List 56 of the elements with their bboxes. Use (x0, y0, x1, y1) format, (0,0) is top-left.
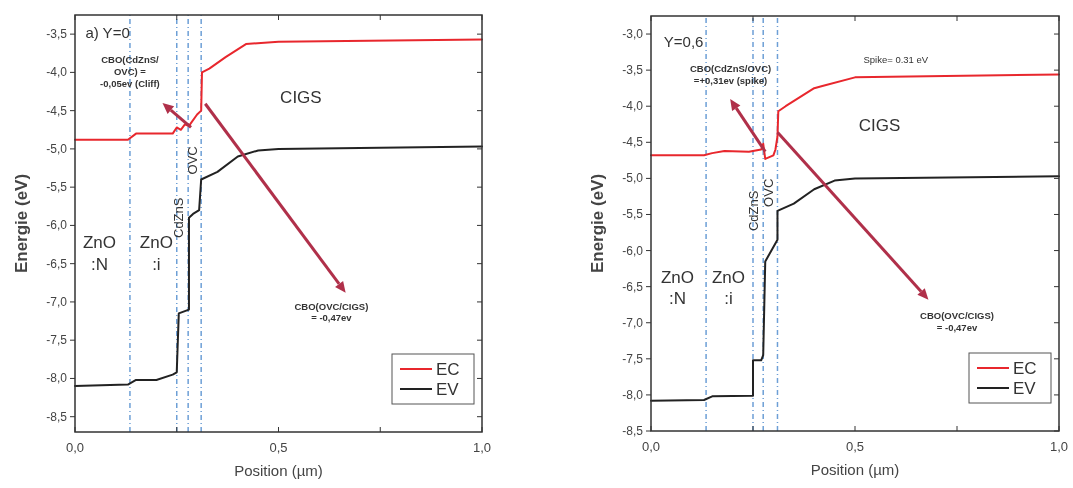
annotation: CBO(CdZnS/OVC) =+0,31ev (spike) (689, 63, 772, 87)
y-tick-label: -8,5 (46, 409, 68, 424)
y-tick-label: -6,0 (622, 243, 644, 258)
annotation: CBO(CdZnS/ OVC) = -0,05ev (Cliff) (100, 54, 160, 89)
y-tick-label: -7,0 (622, 315, 644, 330)
y-tick-label: -6,0 (46, 218, 68, 233)
legend-label: EC (1013, 359, 1037, 378)
y-tick-label: -5,5 (622, 207, 644, 222)
x-tick-label: 0,5 (845, 439, 865, 454)
y-tick-label: -8,0 (622, 387, 644, 402)
y-tick-label: -5,0 (46, 141, 68, 156)
x-tick-label: 1,0 (1049, 439, 1069, 454)
annotation: ZnO :N (82, 233, 116, 274)
annotation: CBO(OVC/CIGS) = -0,47ev (920, 310, 994, 334)
legend-label: EC (436, 360, 460, 379)
x-axis-title: Position (µm) (234, 462, 323, 479)
y-tick-label: -6,5 (46, 256, 68, 271)
x-tick-label: 0,0 (641, 439, 661, 454)
x-tick-label: 0,5 (269, 440, 288, 455)
y-axis-title: Energie (eV) (588, 173, 607, 274)
annotation: ZnO :N (660, 268, 695, 309)
x-tick-label: 0,0 (65, 440, 85, 455)
legend-label: EV (1013, 379, 1037, 398)
y-tick-label: -7,5 (622, 351, 644, 366)
annotation: CIGS (280, 87, 322, 107)
annotation: CdZnS (171, 197, 187, 238)
annotation: ZnO :i (711, 268, 746, 309)
annotation: CdZnS (745, 190, 761, 232)
y-tick-label: -4,5 (46, 103, 68, 118)
y-tick-label: -4,0 (46, 65, 68, 80)
annotation: OVC (761, 178, 777, 207)
y-axis-title: Energie (eV) (12, 173, 31, 274)
y-tick-label: -3,5 (46, 27, 68, 42)
annotation: CIGS (858, 116, 901, 136)
y-tick-label: -7,0 (46, 294, 68, 309)
y-tick-label: -4,5 (622, 135, 644, 150)
y-tick-label: -8,5 (622, 424, 644, 438)
annotation: ZnO :i (139, 233, 173, 274)
annotation: Y=0,6 (663, 33, 704, 51)
annotation: CBO(OVC/CIGS) = -0,47ev (294, 300, 369, 324)
x-tick-label: 1,0 (472, 440, 492, 455)
y-tick-label: -5,0 (622, 171, 644, 186)
y-tick-label: -7,5 (46, 333, 68, 348)
y-tick-label: -8,0 (46, 371, 68, 386)
y-tick-label: -6,5 (622, 279, 644, 294)
annotation: a) Y=0 (85, 23, 130, 41)
x-axis-title: Position (µm) (810, 461, 900, 478)
annotation: OVC (185, 146, 201, 175)
y-tick-label: -5,5 (46, 180, 68, 195)
y-tick-label: -4,0 (622, 99, 644, 114)
annotation: Spike= 0.31 eV (863, 53, 929, 65)
y-tick-label: -3,5 (622, 63, 644, 78)
legend-label: EV (436, 380, 460, 399)
line-series (650, 175, 1060, 402)
line-series (650, 73, 1060, 160)
y-tick-label: -3,0 (622, 27, 644, 42)
